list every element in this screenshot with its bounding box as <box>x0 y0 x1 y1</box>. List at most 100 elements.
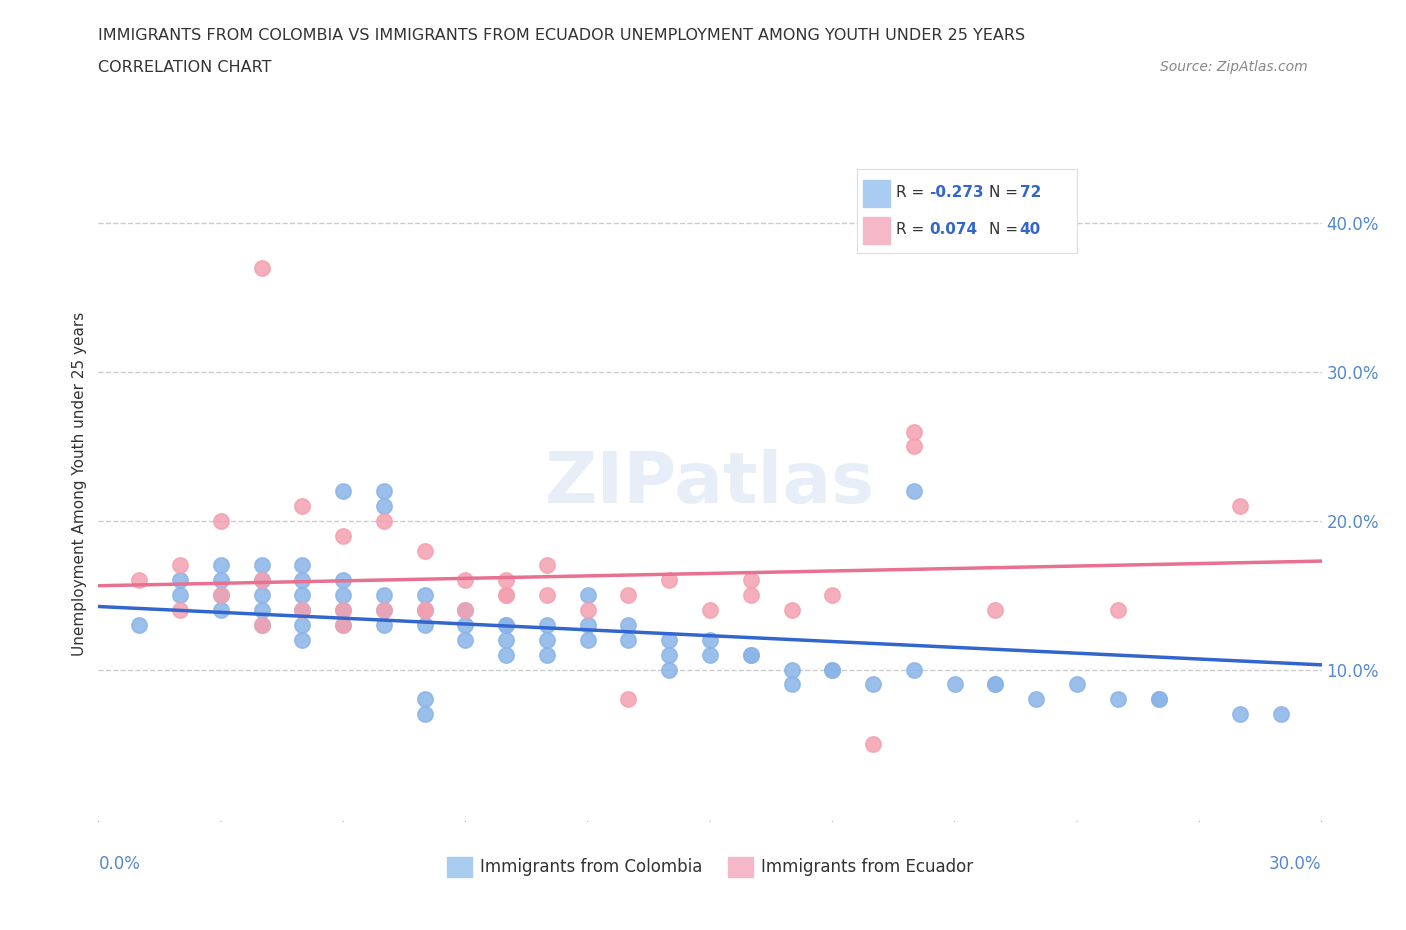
Point <box>658 662 681 677</box>
Point <box>1270 707 1292 722</box>
Text: 30.0%: 30.0% <box>1270 856 1322 873</box>
Point <box>291 558 314 573</box>
Text: -0.273: -0.273 <box>929 185 984 200</box>
Point <box>1066 677 1088 692</box>
Point <box>169 588 191 603</box>
Point <box>209 558 232 573</box>
Point <box>740 588 762 603</box>
Point <box>1147 692 1170 707</box>
Point <box>291 573 314 588</box>
FancyBboxPatch shape <box>863 218 890 245</box>
Point <box>209 588 232 603</box>
Point <box>413 588 436 603</box>
Point <box>984 677 1007 692</box>
Point <box>250 260 273 275</box>
Point <box>984 603 1007 618</box>
Point <box>780 662 803 677</box>
Point <box>536 588 558 603</box>
Point <box>576 632 599 647</box>
Y-axis label: Unemployment Among Youth under 25 years: Unemployment Among Youth under 25 years <box>72 312 87 656</box>
Point <box>209 573 232 588</box>
Point <box>536 632 558 647</box>
Point <box>699 603 721 618</box>
Text: 40: 40 <box>1019 222 1040 237</box>
Point <box>332 484 354 498</box>
Point <box>332 528 354 543</box>
Point <box>373 603 395 618</box>
Point <box>454 632 477 647</box>
Text: Source: ZipAtlas.com: Source: ZipAtlas.com <box>1160 60 1308 74</box>
Point <box>1025 692 1047 707</box>
Point <box>576 588 599 603</box>
Text: 0.0%: 0.0% <box>98 856 141 873</box>
Point <box>576 603 599 618</box>
Point <box>1229 498 1251 513</box>
Point <box>495 647 517 662</box>
Point <box>780 677 803 692</box>
Point <box>413 707 436 722</box>
Point <box>250 618 273 632</box>
Point <box>658 573 681 588</box>
Point <box>169 558 191 573</box>
Point <box>291 618 314 632</box>
Point <box>495 632 517 647</box>
Point <box>291 603 314 618</box>
Point <box>1107 603 1129 618</box>
Point <box>250 603 273 618</box>
Point <box>413 603 436 618</box>
Point <box>1107 692 1129 707</box>
Point <box>454 603 477 618</box>
Text: R =: R = <box>897 185 929 200</box>
Point <box>1229 707 1251 722</box>
Point <box>903 439 925 454</box>
Point <box>332 603 354 618</box>
Point <box>128 618 150 632</box>
Point <box>821 588 844 603</box>
Point <box>332 618 354 632</box>
Point <box>617 618 640 632</box>
Point <box>250 573 273 588</box>
Point <box>373 513 395 528</box>
Point <box>332 603 354 618</box>
Point <box>821 662 844 677</box>
Point <box>250 588 273 603</box>
Point <box>332 588 354 603</box>
Point <box>984 677 1007 692</box>
Point <box>373 588 395 603</box>
Text: 72: 72 <box>1019 185 1040 200</box>
Text: 0.074: 0.074 <box>929 222 977 237</box>
Point <box>495 573 517 588</box>
Point <box>373 484 395 498</box>
Point <box>821 662 844 677</box>
Point <box>536 558 558 573</box>
Point <box>862 677 884 692</box>
Point <box>413 543 436 558</box>
Point <box>209 513 232 528</box>
Point <box>454 618 477 632</box>
Point <box>413 618 436 632</box>
Text: CORRELATION CHART: CORRELATION CHART <box>98 60 271 75</box>
Point <box>291 632 314 647</box>
Point <box>617 632 640 647</box>
Point <box>209 588 232 603</box>
Point <box>250 573 273 588</box>
Point <box>332 573 354 588</box>
Legend: Immigrants from Colombia, Immigrants from Ecuador: Immigrants from Colombia, Immigrants fro… <box>447 857 973 877</box>
Point <box>536 647 558 662</box>
Point <box>373 618 395 632</box>
Text: R =: R = <box>897 222 929 237</box>
Text: N =: N = <box>988 185 1022 200</box>
Point <box>209 603 232 618</box>
Point <box>658 632 681 647</box>
Point <box>903 662 925 677</box>
Point <box>943 677 966 692</box>
Point <box>903 424 925 439</box>
Text: N =: N = <box>988 222 1022 237</box>
Point <box>373 603 395 618</box>
Point <box>658 647 681 662</box>
Point <box>413 603 436 618</box>
Point <box>128 573 150 588</box>
Point <box>332 618 354 632</box>
Point <box>576 618 599 632</box>
Point <box>740 573 762 588</box>
